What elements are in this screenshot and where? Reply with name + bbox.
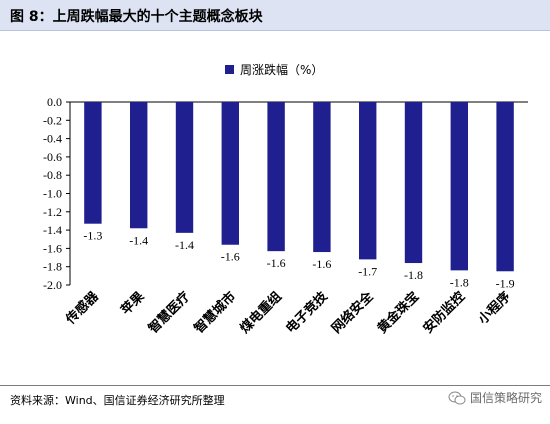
source-divider: [0, 385, 550, 386]
y-tick-label: -0.8: [43, 168, 62, 182]
bar-chart: 周涨跌幅（%） 0.0 -0.2 -0.4 -0.6 -0.8 -1.0 -1.2 -1.4 -1…: [43, 62, 528, 337]
category-label: 智慧医疗: [145, 289, 193, 337]
data-label: -1.8: [450, 275, 469, 289]
data-label: -1.4: [175, 238, 194, 252]
bar: [84, 102, 102, 224]
y-tick-label: -0.6: [43, 150, 62, 164]
bar: [496, 102, 514, 272]
data-label: -1.4: [129, 233, 148, 247]
figure-title-bar: 图 8：上周跌幅最大的十个主题概念板块: [0, 0, 550, 31]
bar: [313, 102, 331, 253]
category-label: 煤电重组: [237, 289, 285, 337]
legend-label: 周涨跌幅（%）: [240, 62, 323, 77]
y-tick-label: -1.8: [43, 260, 62, 274]
data-label: -1.6: [267, 256, 286, 270]
figure-title: 图 8：上周跌幅最大的十个主题概念板块: [10, 9, 263, 25]
category-label: 黄金珠宝: [374, 289, 422, 337]
y-tick-label: -2.0: [43, 278, 62, 292]
category-label: 电子竞技: [283, 288, 332, 337]
bar: [358, 102, 377, 260]
legend-swatch: [225, 65, 234, 74]
y-tick-label: -0.4: [43, 132, 62, 146]
bar: [175, 102, 194, 233]
watermark: 国信策略研究: [448, 389, 542, 406]
category-label: 安防监控: [420, 289, 468, 337]
category-label: 网络安全: [328, 288, 377, 337]
source-note: 资料来源：Wind、国信证券经济研究所整理: [10, 394, 225, 407]
data-label: -1.3: [83, 229, 102, 243]
wechat-icon: [448, 391, 466, 404]
category-label: 传感器: [62, 288, 102, 328]
chart-legend: 周涨跌幅（%）: [225, 62, 323, 77]
y-tick-label: -0.2: [43, 113, 62, 127]
y-tick-label: -1.6: [43, 241, 62, 255]
y-tick-label: 0.0: [47, 95, 62, 109]
data-label: -1.6: [312, 257, 331, 271]
category-label: 小程序: [475, 289, 514, 328]
data-label: -1.8: [404, 268, 423, 282]
y-tick-label: -1.4: [43, 223, 62, 237]
y-tick-label: -1.2: [43, 205, 62, 219]
data-label: -1.6: [221, 250, 240, 264]
category-label: 苹果: [118, 289, 148, 319]
bar: [404, 102, 423, 264]
bar: [267, 102, 285, 252]
data-label: -1.7: [358, 264, 377, 278]
bar: [221, 102, 240, 245]
watermark-text: 国信策略研究: [469, 391, 542, 405]
bar: [129, 102, 148, 229]
category-label: 智慧城市: [191, 289, 239, 337]
y-tick-label: -1.0: [43, 187, 62, 201]
data-label: -1.9: [496, 276, 515, 290]
bar: [450, 102, 469, 271]
